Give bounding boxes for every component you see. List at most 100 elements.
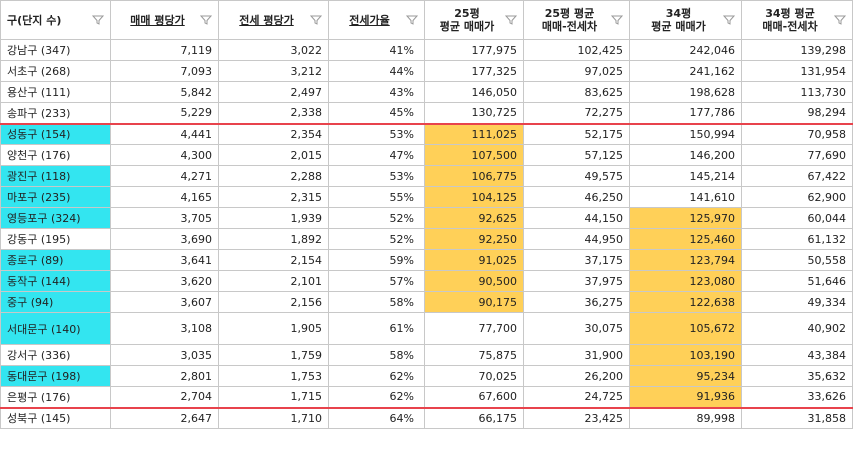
cell-district[interactable]: 영등포구 (324) — [0, 207, 111, 229]
cell-jeonse-ratio[interactable]: 58% — [328, 344, 425, 366]
cell-district[interactable]: 용산구 (111) — [0, 81, 111, 103]
cell-avg-sale-34[interactable]: 125,460 — [629, 228, 742, 250]
cell-jeonse-ratio[interactable]: 52% — [328, 228, 425, 250]
cell-gap-34[interactable]: 51,646 — [741, 270, 853, 292]
cell-sale-per-pyeong[interactable]: 7,119 — [110, 39, 219, 61]
cell-district[interactable]: 중구 (94) — [0, 291, 111, 313]
cell-gap-25[interactable]: 37,975 — [523, 270, 630, 292]
cell-avg-sale-25[interactable]: 90,175 — [424, 291, 524, 313]
cell-gap-25[interactable]: 37,175 — [523, 249, 630, 271]
cell-avg-sale-25[interactable]: 92,625 — [424, 207, 524, 229]
cell-gap-25[interactable]: 46,250 — [523, 186, 630, 208]
cell-jeonse-per-pyeong[interactable]: 2,354 — [218, 122, 329, 145]
cell-gap-25[interactable]: 102,425 — [523, 39, 630, 61]
cell-gap-25[interactable]: 23,425 — [523, 406, 630, 429]
cell-gap-25[interactable]: 57,125 — [523, 144, 630, 166]
cell-district[interactable]: 동작구 (144) — [0, 270, 111, 292]
cell-district[interactable]: 종로구 (89) — [0, 249, 111, 271]
cell-avg-sale-34[interactable]: 146,200 — [629, 144, 742, 166]
cell-jeonse-ratio[interactable]: 61% — [328, 312, 425, 345]
cell-gap-25[interactable]: 44,950 — [523, 228, 630, 250]
cell-sale-per-pyeong[interactable]: 7,093 — [110, 60, 219, 82]
cell-jeonse-per-pyeong[interactable]: 1,939 — [218, 207, 329, 229]
cell-jeonse-ratio[interactable]: 62% — [328, 365, 425, 387]
cell-jeonse-per-pyeong[interactable]: 2,288 — [218, 165, 329, 187]
cell-gap-25[interactable]: 36,275 — [523, 291, 630, 313]
cell-gap-25[interactable]: 97,025 — [523, 60, 630, 82]
cell-jeonse-per-pyeong[interactable]: 1,905 — [218, 312, 329, 345]
cell-jeonse-per-pyeong[interactable]: 1,759 — [218, 344, 329, 366]
cell-sale-per-pyeong[interactable]: 3,705 — [110, 207, 219, 229]
cell-avg-sale-25[interactable]: 177,975 — [424, 39, 524, 61]
cell-jeonse-ratio[interactable]: 62% — [328, 386, 425, 408]
header-avg-sale-25[interactable]: 25평 평균 매매가 — [424, 0, 524, 40]
cell-avg-sale-34[interactable]: 177,786 — [629, 102, 742, 124]
cell-avg-sale-34[interactable]: 103,190 — [629, 344, 742, 366]
cell-gap-25[interactable]: 49,575 — [523, 165, 630, 187]
cell-jeonse-ratio[interactable]: 53% — [328, 122, 425, 145]
cell-avg-sale-34[interactable]: 123,080 — [629, 270, 742, 292]
cell-avg-sale-25[interactable]: 111,025 — [424, 122, 524, 145]
header-gap-25[interactable]: 25평 평균 매매-전세차 — [523, 0, 630, 40]
cell-gap-25[interactable]: 30,075 — [523, 312, 630, 345]
cell-avg-sale-25[interactable]: 92,250 — [424, 228, 524, 250]
cell-sale-per-pyeong[interactable]: 3,035 — [110, 344, 219, 366]
cell-avg-sale-34[interactable]: 122,638 — [629, 291, 742, 313]
cell-jeonse-ratio[interactable]: 52% — [328, 207, 425, 229]
header-sale-per-pyeong[interactable]: 매매 평당가 — [110, 0, 219, 40]
cell-avg-sale-34[interactable]: 95,234 — [629, 365, 742, 387]
cell-gap-25[interactable]: 31,900 — [523, 344, 630, 366]
cell-gap-34[interactable]: 131,954 — [741, 60, 853, 82]
cell-avg-sale-25[interactable]: 66,175 — [424, 406, 524, 429]
cell-sale-per-pyeong[interactable]: 2,647 — [110, 406, 219, 429]
cell-gap-25[interactable]: 52,175 — [523, 122, 630, 145]
cell-jeonse-ratio[interactable]: 57% — [328, 270, 425, 292]
cell-gap-34[interactable]: 33,626 — [741, 386, 853, 408]
cell-gap-34[interactable]: 60,044 — [741, 207, 853, 229]
filter-funnel-icon[interactable] — [310, 14, 322, 26]
cell-jeonse-ratio[interactable]: 58% — [328, 291, 425, 313]
cell-gap-34[interactable]: 98,294 — [741, 102, 853, 124]
cell-district[interactable]: 서초구 (268) — [0, 60, 111, 82]
header-district[interactable]: 구(단지 수) — [0, 0, 111, 40]
cell-gap-34[interactable]: 49,334 — [741, 291, 853, 313]
cell-avg-sale-25[interactable]: 106,775 — [424, 165, 524, 187]
cell-jeonse-per-pyeong[interactable]: 2,315 — [218, 186, 329, 208]
cell-district[interactable]: 양천구 (176) — [0, 144, 111, 166]
cell-sale-per-pyeong[interactable]: 3,607 — [110, 291, 219, 313]
cell-gap-34[interactable]: 77,690 — [741, 144, 853, 166]
cell-avg-sale-34[interactable]: 125,970 — [629, 207, 742, 229]
cell-gap-34[interactable]: 70,958 — [741, 122, 853, 145]
cell-sale-per-pyeong[interactable]: 3,641 — [110, 249, 219, 271]
cell-avg-sale-25[interactable]: 146,050 — [424, 81, 524, 103]
cell-avg-sale-34[interactable]: 150,994 — [629, 122, 742, 145]
cell-sale-per-pyeong[interactable]: 3,690 — [110, 228, 219, 250]
cell-jeonse-per-pyeong[interactable]: 1,715 — [218, 386, 329, 408]
cell-sale-per-pyeong[interactable]: 2,801 — [110, 365, 219, 387]
cell-jeonse-ratio[interactable]: 44% — [328, 60, 425, 82]
cell-sale-per-pyeong[interactable]: 3,620 — [110, 270, 219, 292]
filter-funnel-icon[interactable] — [92, 14, 104, 26]
cell-jeonse-per-pyeong[interactable]: 2,338 — [218, 102, 329, 124]
cell-avg-sale-25[interactable]: 104,125 — [424, 186, 524, 208]
cell-jeonse-ratio[interactable]: 47% — [328, 144, 425, 166]
cell-district[interactable]: 서대문구 (140) — [0, 312, 111, 345]
cell-district[interactable]: 송파구 (233) — [0, 102, 111, 124]
cell-sale-per-pyeong[interactable]: 5,842 — [110, 81, 219, 103]
cell-jeonse-per-pyeong[interactable]: 2,497 — [218, 81, 329, 103]
cell-gap-34[interactable]: 43,384 — [741, 344, 853, 366]
filter-funnel-icon[interactable] — [200, 14, 212, 26]
cell-jeonse-ratio[interactable]: 43% — [328, 81, 425, 103]
filter-funnel-icon[interactable] — [723, 14, 735, 26]
cell-gap-34[interactable]: 61,132 — [741, 228, 853, 250]
cell-gap-25[interactable]: 83,625 — [523, 81, 630, 103]
cell-avg-sale-25[interactable]: 67,600 — [424, 386, 524, 408]
cell-gap-25[interactable]: 44,150 — [523, 207, 630, 229]
cell-jeonse-per-pyeong[interactable]: 3,212 — [218, 60, 329, 82]
cell-sale-per-pyeong[interactable]: 2,704 — [110, 386, 219, 408]
cell-avg-sale-34[interactable]: 141,610 — [629, 186, 742, 208]
cell-jeonse-ratio[interactable]: 45% — [328, 102, 425, 124]
cell-district[interactable]: 성북구 (145) — [0, 406, 111, 429]
cell-jeonse-ratio[interactable]: 64% — [328, 406, 425, 429]
header-jeonse-per-pyeong[interactable]: 전세 평당가 — [218, 0, 329, 40]
